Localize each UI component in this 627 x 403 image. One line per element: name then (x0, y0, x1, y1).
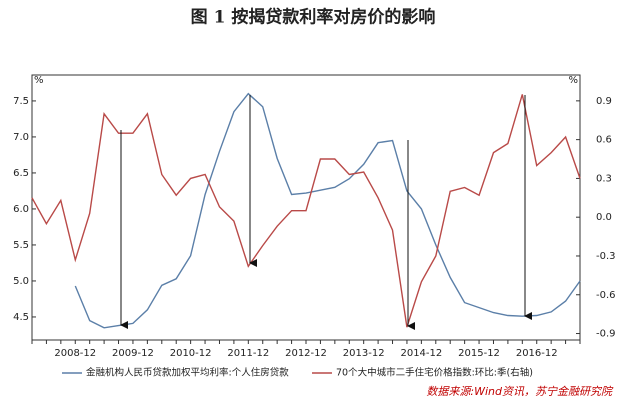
y2-tick-label: 0.6 (596, 135, 612, 146)
y-tick-label: 6.5 (13, 168, 29, 179)
legend-label: 70个大中城市二手住宅价格指数:环比:季(右轴) (336, 367, 533, 379)
series-line (74, 92, 581, 329)
y2-unit: % (568, 75, 578, 86)
y-tick-label: 5.5 (13, 240, 29, 251)
y2-tick-label: 0.0 (596, 212, 612, 223)
y-tick-label: 7.5 (13, 96, 29, 107)
y2-tick-label: -0.3 (596, 251, 616, 262)
source-note: 数据来源:Wind资讯，苏宁金融研究院 (426, 385, 614, 398)
y2-tick-label: 0.9 (596, 96, 612, 107)
x-tick-label: 2013-12 (343, 348, 385, 359)
x-tick-label: 2012-12 (285, 348, 327, 359)
plot-area: 4.5 5.0 5.5 6.0 6.5 7.0 7.5 -0.9 -0.6 -0.3 0.0 0.3 0… (13, 74, 616, 359)
y2-tick-label: 0.3 (596, 173, 612, 184)
x-tick-label: 2008-12 (54, 348, 96, 359)
arrows (120, 95, 532, 330)
x-tick-label: 2014-12 (400, 348, 442, 359)
chart-title: 图 1 按揭贷款利率对房价的影响 (191, 7, 436, 28)
x-tick-label: 2016-12 (516, 348, 558, 359)
y-tick-label: 6.0 (13, 204, 29, 215)
x-tick-label: 2010-12 (170, 348, 212, 359)
y-tick-label: 7.0 (13, 132, 29, 143)
y-tick-label: 4.5 (13, 312, 29, 323)
x-tick-label: 2015-12 (458, 348, 500, 359)
y-tick-label: 5.0 (13, 276, 29, 287)
x-tick-label: 2011-12 (227, 348, 269, 359)
y2-tick-label: -0.9 (596, 329, 616, 340)
y2-tick-label: -0.6 (596, 290, 616, 301)
legend-label: 金融机构人民币贷款加权平均利率:个人住房贷款 (86, 367, 289, 379)
y-unit: % (34, 75, 44, 86)
x-tick-label: 2009-12 (112, 348, 154, 359)
series-line (31, 94, 581, 328)
